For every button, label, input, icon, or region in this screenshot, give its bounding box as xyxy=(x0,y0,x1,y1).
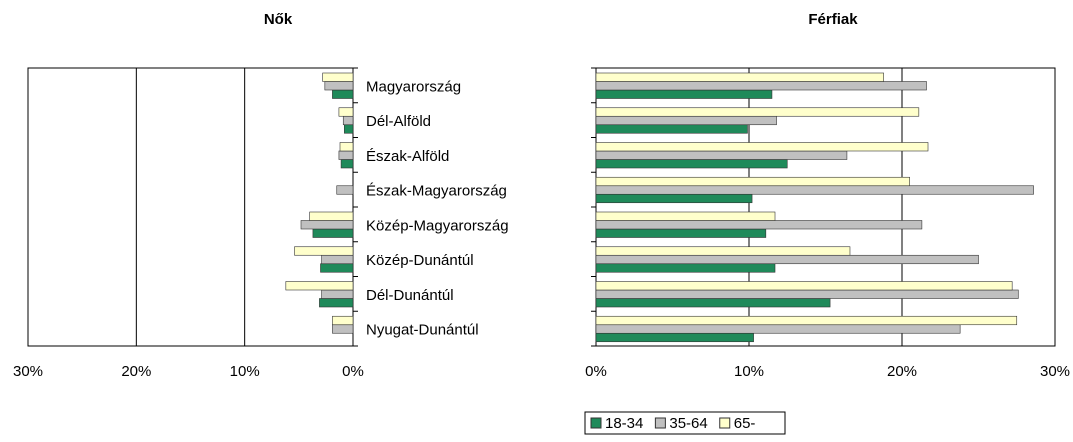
x-tick-label: 10% xyxy=(230,363,260,380)
panel-title: Nők xyxy=(264,11,293,28)
panel-title: Férfiak xyxy=(808,11,858,28)
x-tick-label: 20% xyxy=(887,363,917,380)
bar xyxy=(342,115,354,126)
bar xyxy=(595,324,961,334)
category-label: Közép-Magyarország xyxy=(366,217,509,234)
category-label: Dél-Dunántúl xyxy=(366,287,454,304)
bar xyxy=(319,298,354,308)
bar xyxy=(595,115,777,126)
bar xyxy=(320,263,354,273)
x-tick-label: 20% xyxy=(121,363,151,380)
plot-frame xyxy=(27,67,354,347)
legend-label: 35-64 xyxy=(669,415,707,432)
bar xyxy=(595,81,927,91)
legend-label: 65- xyxy=(734,415,756,432)
legend-swatch xyxy=(590,417,602,429)
bar xyxy=(595,228,767,238)
bar xyxy=(595,185,1034,195)
bar xyxy=(595,254,979,265)
bar xyxy=(336,185,354,195)
bar xyxy=(595,72,884,82)
bar xyxy=(294,246,354,256)
bar xyxy=(338,107,354,117)
bar xyxy=(332,324,354,334)
bar xyxy=(312,228,354,238)
x-tick-label: 30% xyxy=(13,363,43,380)
legend-swatch xyxy=(719,417,731,429)
bar xyxy=(595,124,748,134)
x-tick-label: 0% xyxy=(342,363,364,380)
bar xyxy=(338,150,354,160)
bar xyxy=(339,142,354,152)
bar xyxy=(595,159,788,169)
bar xyxy=(595,263,776,273)
x-tick-label: 10% xyxy=(734,363,764,380)
bar xyxy=(595,281,1013,291)
category-label: Észak-Alföld xyxy=(366,148,449,165)
category-label: Észak-Magyarország xyxy=(366,183,507,200)
legend-label: 18-34 xyxy=(605,415,643,432)
bar xyxy=(322,72,354,82)
bar xyxy=(340,159,354,169)
category-label: Dél-Alföld xyxy=(366,113,431,130)
bar xyxy=(595,298,831,308)
bar xyxy=(595,246,851,256)
bar xyxy=(595,220,923,230)
bar xyxy=(595,211,776,221)
category-label: Közép-Dunántúl xyxy=(366,252,474,269)
category-label: Nyugat-Dunántúl xyxy=(366,322,479,339)
bar xyxy=(595,176,910,187)
bar xyxy=(332,89,354,99)
x-tick-label: 0% xyxy=(585,363,607,380)
bar xyxy=(344,124,354,134)
bar xyxy=(324,81,354,91)
bar xyxy=(321,254,354,265)
bar xyxy=(595,107,920,117)
x-tick-label: 30% xyxy=(1040,363,1070,380)
bar xyxy=(595,289,1019,299)
bar xyxy=(309,211,354,221)
bar xyxy=(332,315,354,326)
bar xyxy=(595,193,753,204)
bar xyxy=(321,289,354,299)
bar xyxy=(300,220,354,230)
bar xyxy=(285,281,354,291)
legend-box xyxy=(584,411,786,435)
category-label: Magyarország xyxy=(366,78,461,95)
bar xyxy=(595,332,754,343)
legend-swatch xyxy=(654,417,666,429)
bar xyxy=(595,315,1018,326)
bar xyxy=(595,150,848,160)
bar xyxy=(595,142,929,152)
bar xyxy=(595,89,773,99)
